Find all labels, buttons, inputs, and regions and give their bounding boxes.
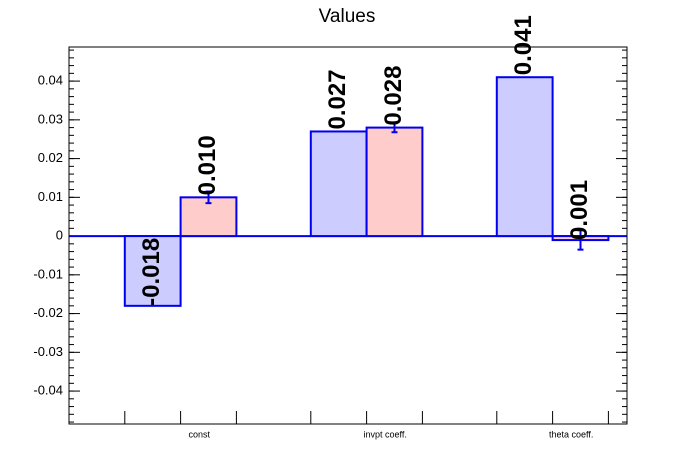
y-tick-label: 0: [56, 228, 63, 243]
frame: [68, 46, 628, 425]
value-label: 0.028: [380, 66, 407, 126]
value-label: 0.027: [324, 69, 351, 129]
value-label: 0.010: [194, 135, 221, 195]
chart-title: Values: [319, 6, 376, 27]
y-tick-label: 0.01: [38, 189, 63, 204]
y-tick-label: -0.04: [33, 383, 63, 398]
error-bar: [577, 229, 584, 251]
error-bar: [391, 121, 398, 134]
bar: [365, 126, 424, 238]
y-tick-label: -0.03: [33, 344, 63, 359]
y-tick-label: -0.01: [33, 266, 63, 281]
bar: [123, 235, 182, 307]
y-tick-label: 0.03: [38, 111, 63, 126]
value-label: -0.018: [138, 238, 165, 306]
y-tick-label: -0.02: [33, 305, 63, 320]
bar: [495, 76, 554, 238]
x-tick-label: theta coeff.: [549, 429, 593, 439]
value-label: 0.001: [566, 180, 593, 240]
error-bar: [205, 190, 212, 205]
value-label: 0.041: [510, 15, 537, 75]
y-tick-label: 0.04: [38, 73, 63, 88]
y-tick-label: 0.02: [38, 150, 63, 165]
x-tick-label: invpt coeff.: [364, 429, 407, 439]
bar: [309, 130, 368, 238]
x-tick-label: const: [188, 429, 210, 439]
